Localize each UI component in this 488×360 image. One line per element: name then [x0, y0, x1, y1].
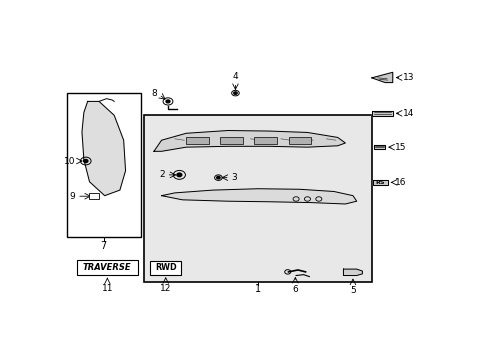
Text: 8: 8 — [151, 89, 157, 98]
Text: 4: 4 — [232, 72, 238, 81]
Circle shape — [166, 100, 170, 103]
Text: 11: 11 — [102, 284, 113, 293]
Circle shape — [216, 176, 220, 179]
Polygon shape — [343, 269, 362, 275]
Text: 12: 12 — [160, 284, 171, 293]
Bar — [254, 138, 277, 144]
FancyBboxPatch shape — [150, 261, 181, 275]
Text: 13: 13 — [402, 73, 413, 82]
Polygon shape — [82, 102, 125, 195]
Text: 7: 7 — [100, 240, 106, 251]
FancyBboxPatch shape — [89, 193, 99, 199]
Text: 10: 10 — [64, 157, 75, 166]
Text: 5: 5 — [349, 286, 355, 295]
Text: 16: 16 — [395, 178, 406, 187]
Bar — [186, 138, 208, 144]
Bar — [220, 138, 243, 144]
Polygon shape — [372, 180, 387, 185]
FancyBboxPatch shape — [144, 115, 371, 282]
Polygon shape — [371, 72, 392, 82]
Text: 15: 15 — [394, 143, 406, 152]
FancyBboxPatch shape — [77, 260, 138, 275]
Text: 6: 6 — [292, 285, 298, 294]
Polygon shape — [161, 189, 356, 204]
Bar — [288, 138, 310, 144]
Circle shape — [83, 159, 88, 163]
Text: 2: 2 — [159, 170, 164, 179]
Text: 14: 14 — [402, 109, 413, 118]
Text: RWD: RWD — [155, 263, 176, 272]
Polygon shape — [154, 131, 345, 151]
Text: 3: 3 — [231, 173, 237, 182]
Polygon shape — [373, 145, 385, 149]
Circle shape — [233, 92, 237, 94]
Text: 1: 1 — [255, 284, 261, 293]
Polygon shape — [371, 111, 392, 116]
FancyBboxPatch shape — [67, 93, 141, 237]
Text: 9: 9 — [70, 192, 75, 201]
Text: TRAVERSE: TRAVERSE — [83, 263, 131, 272]
Text: RS: RS — [375, 180, 384, 185]
Circle shape — [177, 173, 182, 177]
